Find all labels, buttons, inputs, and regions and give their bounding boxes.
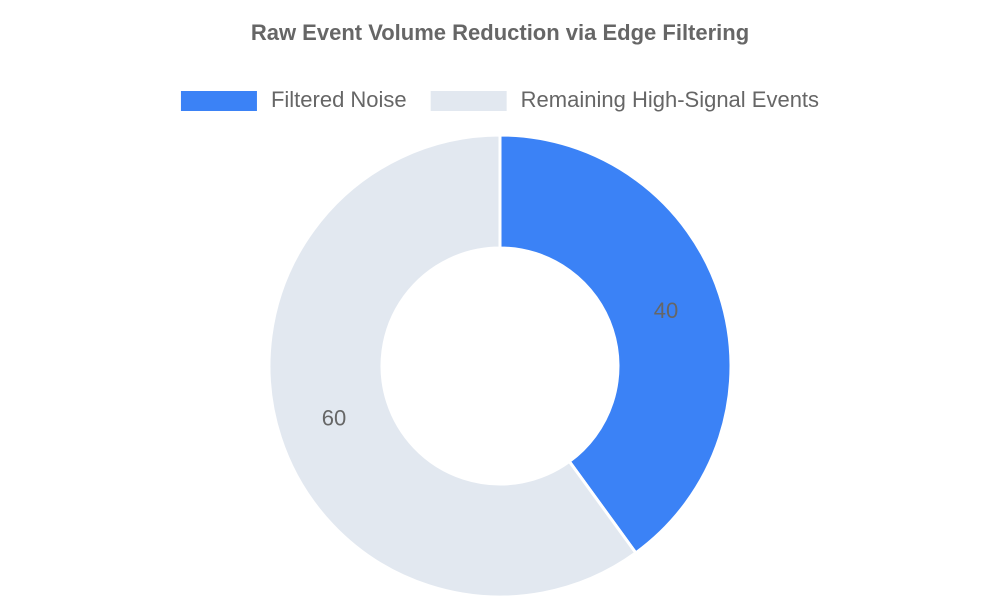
legend-label: Remaining High-Signal Events [521, 87, 819, 112]
value-label: 60 [322, 406, 346, 431]
legend-swatch [180, 91, 257, 111]
doughnut-slice [267, 133, 638, 599]
legend-swatch [430, 91, 507, 111]
doughnut-slice [498, 133, 733, 555]
value-label: 40 [654, 298, 678, 323]
chart-title: Raw Event Volume Reduction via Edge Filt… [251, 20, 749, 45]
legend-label: Filtered Noise [271, 87, 407, 112]
